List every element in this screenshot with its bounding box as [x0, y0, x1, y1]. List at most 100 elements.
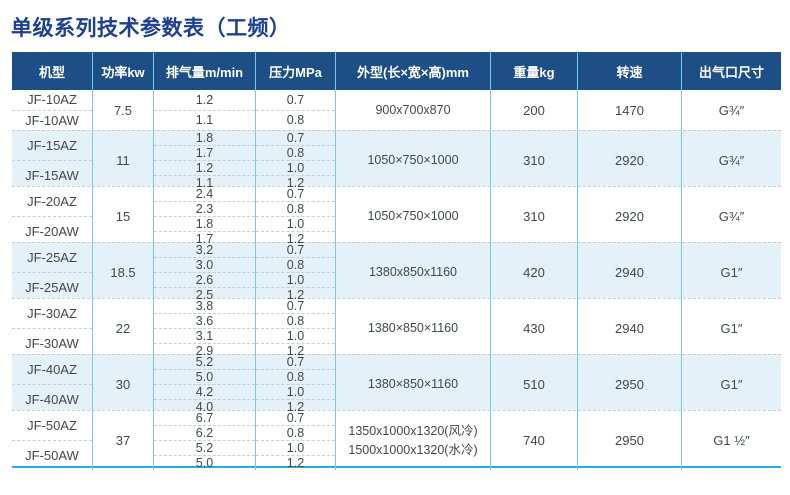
header-cell-pressure: 压力MPa [255, 52, 335, 90]
model-cell: JF-15AZ JF-15AW [12, 131, 92, 190]
table-row-group: JF-15AZ JF-15AW 11 1.8 1.7 1.2 1.1 0.7 0… [12, 130, 781, 190]
displacement-value: 1.2 [195, 92, 214, 107]
dimensions-value: 1050×750×1000 [367, 209, 459, 224]
power-cell: 15 [92, 187, 153, 246]
speed-cell: 2950 [577, 411, 681, 470]
dimensions-cell: 1050×750×1000 [335, 131, 490, 190]
model-cell: JF-20AZ JF-20AW [12, 187, 92, 246]
pressure-value: 0.8 [256, 257, 335, 272]
pressure-value: 1.2 [256, 399, 335, 414]
speed-cell: 2920 [577, 187, 681, 246]
model-cell: JF-25AZ JF-25AW [12, 243, 92, 302]
displacement-value: 1.1 [154, 175, 255, 190]
displacement-value: 3.0 [154, 257, 255, 272]
power-cell: 37 [92, 411, 153, 470]
pressure-value: 0.7 [286, 131, 305, 145]
pressure-value: 1.2 [256, 287, 335, 302]
displacement-value: 2.9 [154, 343, 255, 358]
pressure-value: 1.2 [256, 343, 335, 358]
outlet-cell: G1 ½″ [681, 411, 781, 470]
table-header-row: 机型 功率kw 排气量m/min 压力MPa 外型(长×宽×高)mm 重量kg … [12, 52, 781, 90]
outlet-cell: G¾″ [681, 187, 781, 246]
model-name: JF-30AZ [27, 306, 77, 321]
outlet-cell: G1″ [681, 243, 781, 302]
dimensions-cell: 1350x1000x1320(风冷) 1500x1000x1320(水冷) [335, 411, 490, 470]
pressure-value: 1.0 [256, 160, 335, 175]
model-name: JF-10AZ [27, 92, 77, 108]
table-row-group: JF-40AZ JF-40AW 30 5.2 5.0 4.2 4.0 0.7 0… [12, 354, 781, 414]
displacement-value: 3.2 [195, 243, 214, 257]
header-cell-model: 机型 [38, 64, 65, 80]
speed-cell: 2940 [577, 299, 681, 358]
dimensions-value: 1350x1000x1320(风冷) [348, 423, 478, 438]
dimensions-value: 1380×850×1160 [367, 377, 459, 392]
pressure-cell: 0.7 0.8 1.0 1.2 [255, 131, 335, 190]
pressure-value: 1.0 [256, 216, 335, 231]
pressure-value: 0.7 [286, 92, 305, 107]
displacement-value: 2.4 [195, 187, 214, 201]
pressure-value: 1.2 [256, 455, 335, 470]
displacement-value: 1.7 [154, 145, 255, 160]
outlet-cell: G1″ [681, 355, 781, 414]
model-cell: JF-30AZ JF-30AW [12, 299, 92, 358]
model-cell: JF-50AZ JF-50AW [12, 411, 92, 470]
model-name: JF-10AW [12, 109, 92, 131]
displacement-value: 2.3 [154, 201, 255, 216]
pressure-value: 0.8 [256, 313, 335, 328]
pressure-value: 1.2 [256, 175, 335, 190]
pressure-value: 1.0 [256, 440, 335, 455]
displacement-cell: 3.2 3.0 2.6 2.5 [153, 243, 255, 302]
displacement-cell: 1.8 1.7 1.2 1.1 [153, 131, 255, 190]
displacement-value: 1.2 [154, 160, 255, 175]
header-cell-power: 功率kw [92, 52, 153, 90]
model-name: JF-25AZ [27, 250, 77, 265]
displacement-value: 4.0 [154, 399, 255, 414]
power-cell: 11 [92, 131, 153, 190]
displacement-value: 5.2 [195, 355, 214, 369]
model-name: JF-50AZ [27, 418, 77, 433]
weight-cell: 740 [490, 411, 577, 470]
dimensions-value: 1050×750×1000 [367, 153, 459, 168]
weight-cell: 310 [490, 131, 577, 190]
speed-cell: 2940 [577, 243, 681, 302]
displacement-cell: 1.2 1.1 [153, 90, 255, 130]
model-cell: JF-40AZ JF-40AW [12, 355, 92, 414]
displacement-value: 2.6 [154, 272, 255, 287]
pressure-value: 0.8 [256, 425, 335, 440]
speed-cell: 2920 [577, 131, 681, 190]
power-cell: 30 [92, 355, 153, 414]
table-row-group: JF-50AZ JF-50AW 37 6.7 6.2 5.2 5.0 0.7 0… [12, 410, 781, 470]
pressure-cell: 0.7 0.8 1.0 1.2 [255, 411, 335, 470]
dimensions-cell: 1050×750×1000 [335, 187, 490, 246]
displacement-value: 5.0 [154, 455, 255, 470]
pressure-value: 0.7 [286, 355, 305, 369]
displacement-value: 6.2 [154, 425, 255, 440]
dimensions-cell: 1380x850x1160 [335, 243, 490, 302]
model-name: JF-40AW [12, 384, 92, 414]
displacement-value: 1.8 [154, 216, 255, 231]
pressure-cell: 0.7 0.8 1.0 1.2 [255, 187, 335, 246]
pressure-value: 0.8 [256, 201, 335, 216]
displacement-value: 3.6 [154, 313, 255, 328]
dimensions-cell: 900x700x870 [335, 90, 490, 130]
displacement-cell: 2.4 2.3 1.8 1.7 [153, 187, 255, 246]
model-name: JF-50AW [12, 440, 92, 470]
displacement-cell: 5.2 5.0 4.2 4.0 [153, 355, 255, 414]
model-name: JF-15AZ [27, 138, 77, 153]
pressure-value: 0.7 [286, 411, 305, 425]
dimensions-cell: 1380×850×1160 [335, 355, 490, 414]
pressure-cell: 0.7 0.8 1.0 1.2 [255, 299, 335, 358]
weight-cell: 420 [490, 243, 577, 302]
model-name: JF-30AW [12, 328, 92, 358]
weight-cell: 310 [490, 187, 577, 246]
dimensions-value: 900x700x870 [375, 102, 451, 117]
weight-cell: 430 [490, 299, 577, 358]
model-name: JF-20AW [12, 216, 92, 246]
pressure-cell: 0.7 0.8 1.0 1.2 [255, 243, 335, 302]
displacement-value: 4.2 [154, 384, 255, 399]
header-cell-dimensions: 外型(长×宽×高)mm [335, 52, 490, 90]
pressure-value: 1.0 [256, 384, 335, 399]
outlet-cell: G¾″ [681, 131, 781, 190]
outlet-cell: G¾″ [681, 90, 781, 130]
displacement-value: 1.8 [195, 131, 214, 145]
